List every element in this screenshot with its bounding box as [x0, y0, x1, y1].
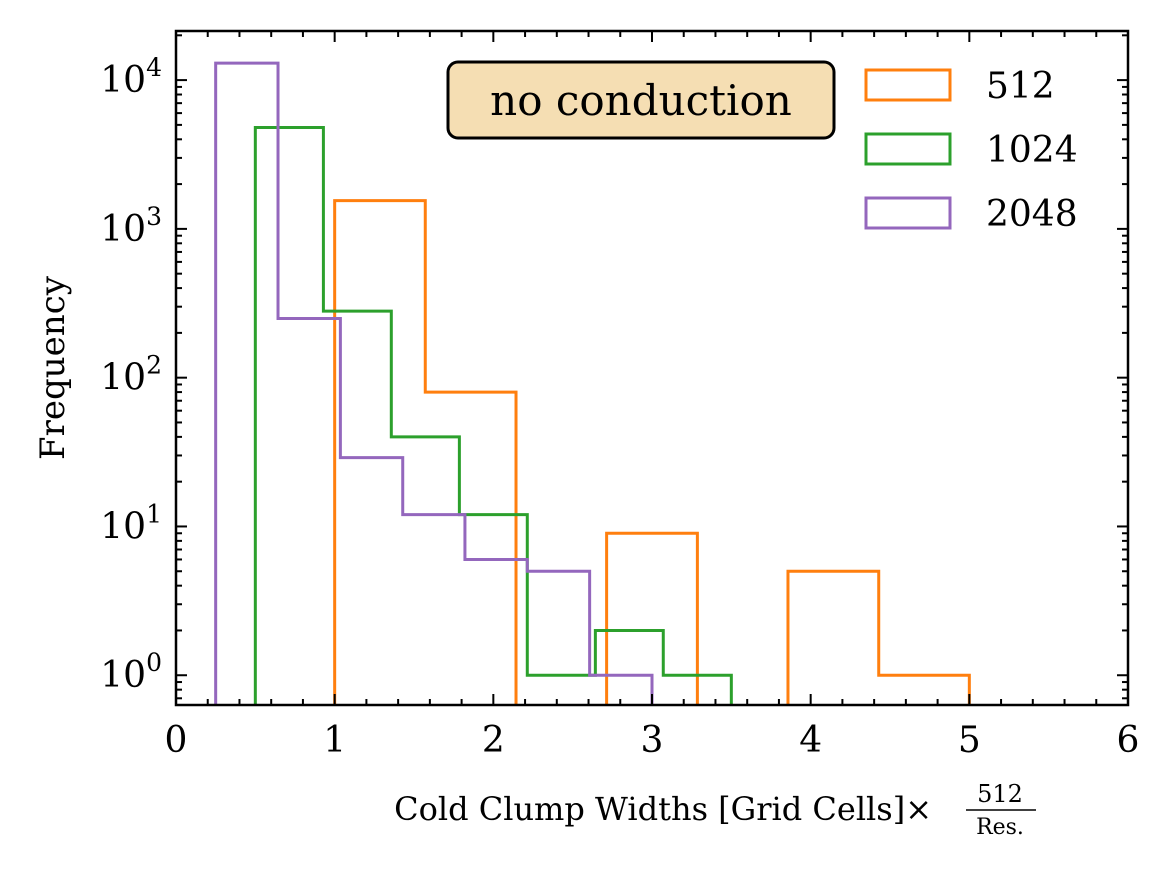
y-tick-label: 100: [100, 648, 162, 696]
y-tick-label: 101: [100, 499, 162, 547]
y-tick-label: 102: [100, 351, 162, 399]
series-layer: [214, 61, 971, 705]
y-tick-label: 104: [100, 53, 162, 101]
legend-item-2048: 2048: [864, 194, 1078, 235]
legend: 512 1024 2048: [864, 66, 1078, 235]
x-tick-label: 6: [1117, 720, 1140, 761]
x-axis-label-text: Cold Clump Widths [Grid Cells]×: [394, 790, 932, 828]
x-tick-label: 2: [482, 720, 505, 761]
legend-label: 1024: [986, 130, 1078, 171]
annotation-text: no conduction: [490, 76, 792, 125]
x-axis-label: Cold Clump Widths [Grid Cells]× 512 Res.: [394, 780, 1036, 840]
tick-labels-layer: 0 1 2 3 4 5 6 100 101 102 103 104: [100, 53, 1139, 761]
legend-label: 2048: [986, 194, 1078, 235]
legend-item-1024: 1024: [864, 130, 1078, 171]
legend-item-512: 512: [864, 66, 1055, 107]
y-tick-label: 103: [100, 202, 162, 250]
x-tick-label: 4: [799, 720, 822, 761]
x-axis-label-denominator: Res.: [976, 815, 1024, 840]
y-axis-label: Frequency: [33, 275, 73, 460]
x-tick-label: 0: [165, 720, 188, 761]
x-tick-label: 3: [641, 720, 664, 761]
legend-swatch: [864, 196, 952, 230]
plot-frame: [174, 29, 1130, 707]
histogram-series-2048: [214, 61, 654, 705]
legend-label: 512: [986, 66, 1055, 107]
x-axis-label-numerator: 512: [977, 780, 1023, 808]
x-tick-label: 5: [958, 720, 981, 761]
x-tick-label: 1: [323, 720, 346, 761]
histogram-series-1024: [253, 126, 733, 705]
annotation-box: no conduction: [446, 60, 836, 140]
histogram-series-512: [333, 199, 971, 705]
legend-swatch: [864, 68, 952, 102]
legend-swatch: [864, 132, 952, 166]
